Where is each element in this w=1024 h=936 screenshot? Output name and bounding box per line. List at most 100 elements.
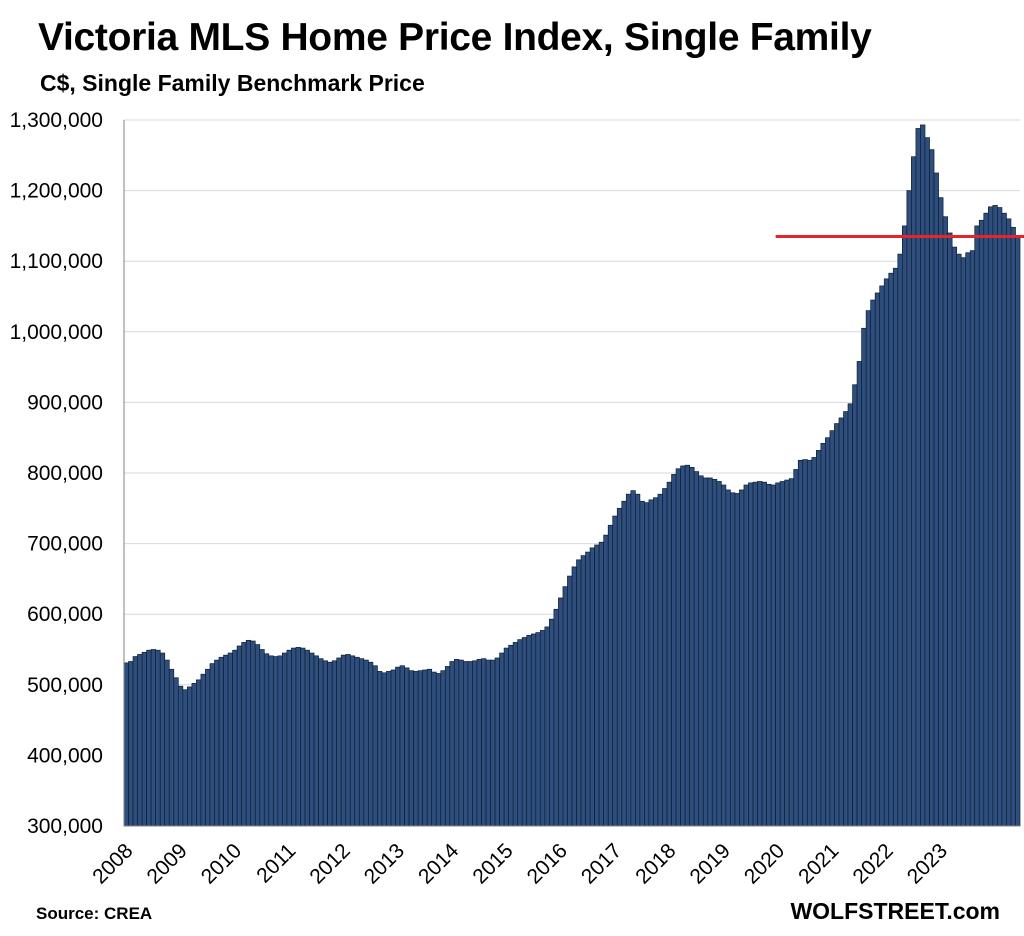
- x-tick-label: 2008: [88, 839, 137, 888]
- bar: [530, 633, 537, 827]
- bar: [775, 482, 781, 827]
- bar: [390, 669, 396, 827]
- bar: [947, 232, 953, 827]
- bar: [562, 586, 568, 827]
- x-tick-label: 2017: [577, 839, 626, 888]
- x-tick-label: 2013: [360, 839, 409, 888]
- bar: [598, 541, 605, 827]
- bar: [494, 657, 500, 827]
- bar: [558, 597, 564, 827]
- bar: [707, 477, 713, 827]
- bar: [553, 608, 559, 827]
- bar: [535, 632, 541, 827]
- bar: [689, 467, 695, 827]
- bar: [797, 459, 804, 827]
- bar: [304, 649, 310, 827]
- x-tick-label: 2010: [197, 839, 246, 888]
- bar-series: [123, 124, 1021, 827]
- bar: [422, 669, 428, 827]
- x-tick-label: 2022: [848, 839, 897, 888]
- bar: [680, 465, 686, 827]
- y-axis-tick-labels: 300,000 400,000 500,000 600,000 700,000 800,0…: [10, 109, 103, 838]
- bar: [770, 484, 776, 827]
- bar: [757, 481, 763, 827]
- bar: [675, 468, 681, 827]
- bar: [159, 652, 166, 827]
- bar: [187, 686, 193, 827]
- bar: [358, 658, 365, 827]
- bar: [182, 689, 188, 827]
- bar: [965, 252, 971, 827]
- bar: [463, 661, 469, 827]
- bar: [906, 190, 912, 827]
- bar: [214, 659, 220, 827]
- x-tick-label: 2009: [143, 839, 192, 888]
- bar: [481, 658, 487, 827]
- x-tick-label: 2014: [414, 839, 464, 889]
- bar: [444, 666, 451, 827]
- bar: [793, 469, 799, 827]
- bar: [693, 471, 700, 827]
- bar: [576, 559, 582, 827]
- bar: [983, 212, 989, 827]
- bar: [567, 575, 573, 827]
- bar: [404, 667, 410, 827]
- bar: [349, 655, 356, 827]
- chart-title: Victoria MLS Home Price Index, Single Fa…: [38, 16, 872, 59]
- bar: [322, 660, 328, 827]
- bar: [653, 497, 659, 827]
- bar: [1010, 226, 1016, 827]
- y-tick-label: 1,200,000: [10, 180, 103, 203]
- bar: [223, 654, 229, 827]
- bar: [838, 417, 844, 827]
- bar: [141, 651, 147, 827]
- bar: [196, 679, 202, 827]
- bar: [241, 642, 247, 827]
- x-tick-label: 2019: [686, 839, 735, 888]
- bar: [725, 489, 731, 827]
- bar: [313, 655, 319, 827]
- bar: [336, 657, 342, 827]
- source-note: Source: CREA: [36, 904, 153, 923]
- bar: [820, 443, 826, 827]
- bar: [449, 661, 455, 827]
- bar: [630, 490, 636, 827]
- bar: [340, 654, 347, 827]
- bar: [580, 555, 586, 827]
- x-tick-label: 2011: [252, 839, 300, 887]
- bar: [1015, 236, 1021, 827]
- bar: [236, 645, 243, 827]
- bar: [137, 654, 143, 827]
- bar: [377, 671, 383, 827]
- bar: [245, 639, 252, 827]
- bar: [603, 534, 609, 827]
- bar: [874, 292, 881, 827]
- bar: [684, 464, 691, 827]
- bar: [431, 671, 437, 827]
- bar: [232, 649, 238, 827]
- bar: [295, 647, 301, 827]
- bar: [191, 683, 197, 827]
- bar: [209, 663, 215, 827]
- bar: [368, 661, 374, 827]
- bar: [716, 481, 722, 827]
- bar: [607, 524, 614, 827]
- bar: [933, 172, 939, 827]
- bar: [549, 618, 555, 827]
- bar: [784, 479, 790, 827]
- bar: [164, 659, 170, 827]
- bar: [702, 477, 709, 827]
- y-tick-label: 800,000: [27, 462, 103, 485]
- bar: [974, 225, 980, 827]
- bar: [938, 197, 944, 827]
- y-tick-label: 400,000: [27, 744, 103, 767]
- bar: [123, 662, 129, 827]
- bar: [517, 639, 523, 827]
- bar: [318, 658, 324, 827]
- bar: [571, 566, 577, 827]
- bar: [177, 685, 184, 827]
- bar: [644, 502, 650, 827]
- bar: [354, 656, 360, 827]
- bar: [856, 361, 862, 827]
- bar: [788, 478, 795, 827]
